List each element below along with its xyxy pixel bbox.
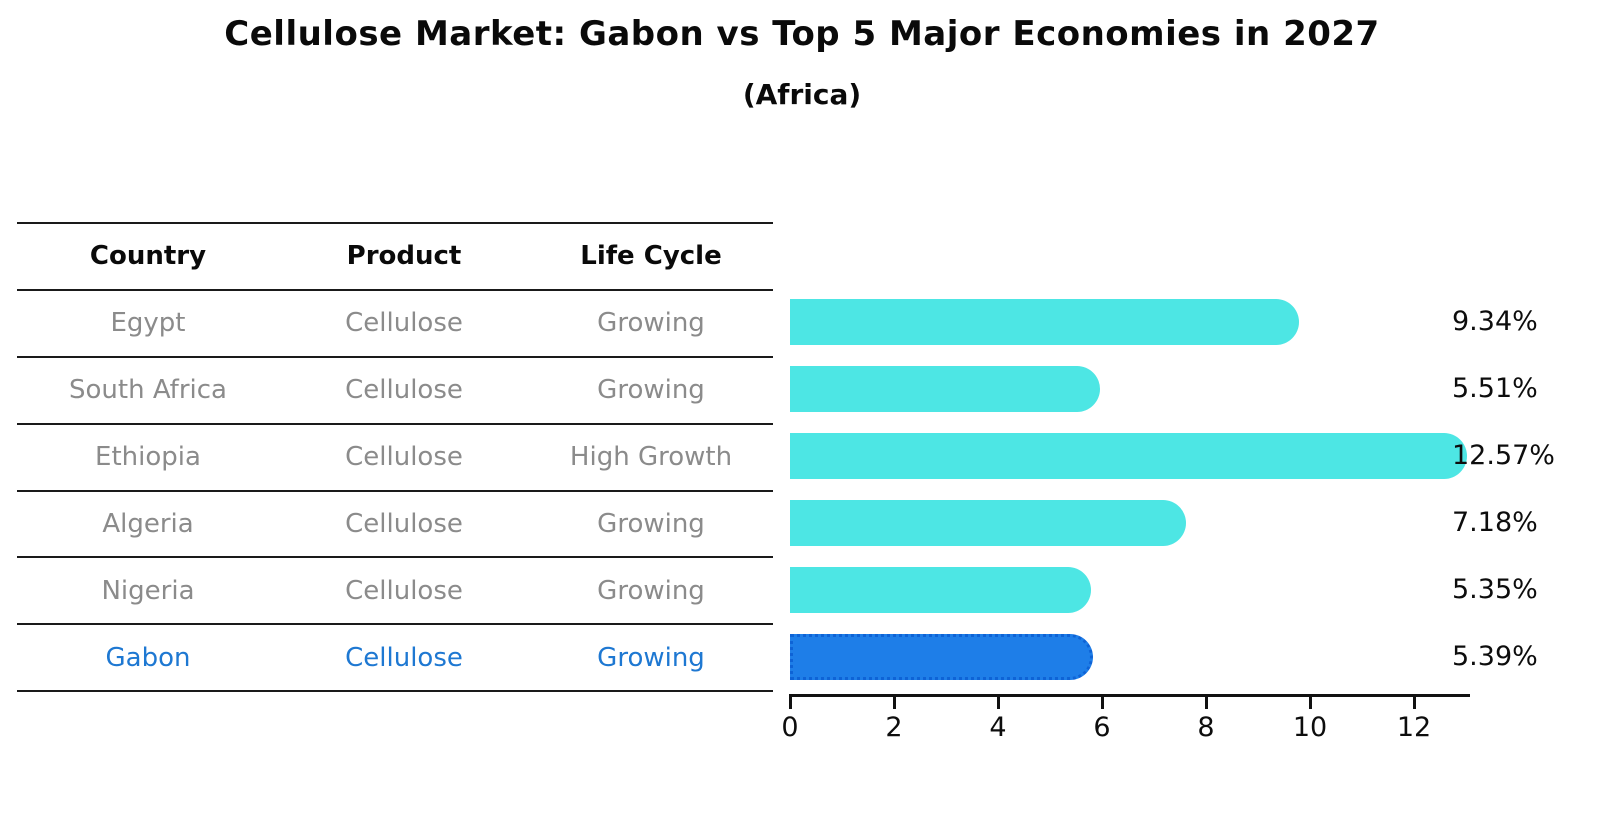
table-row-algeria: Algeria Cellulose Growing <box>17 489 773 557</box>
life-cycle-cell: Growing <box>597 642 705 673</box>
table-row-south-africa: South Africa Cellulose Growing <box>17 355 773 423</box>
country-cell: Nigeria <box>101 575 195 606</box>
life-cycle-cell: Growing <box>597 575 705 606</box>
table-row-gabon: Gabon Cellulose Growing <box>17 623 773 690</box>
bar-ethiopia <box>790 433 1467 480</box>
bar-nigeria <box>790 566 1092 613</box>
country-cell: Egypt <box>110 308 186 339</box>
table-header-row: Country Product Life Cycle <box>17 222 773 289</box>
product-cell: Cellulose <box>345 375 463 406</box>
life-cycle-cell: Growing <box>597 509 705 539</box>
x-tick-mark-6 <box>1100 697 1104 709</box>
product-cell: Cellulose <box>345 509 463 539</box>
country-cell: Ethiopia <box>95 442 201 473</box>
life-cycle-cell: Growing <box>597 308 705 339</box>
x-tick-label-6: 6 <box>1093 712 1111 743</box>
value-label-south-africa: 5.51% <box>1452 373 1538 405</box>
x-tick-label-2: 2 <box>885 712 903 743</box>
value-label-ethiopia: 12.57% <box>1452 440 1555 472</box>
value-label-nigeria: 5.35% <box>1452 573 1538 605</box>
x-tick-mark-0 <box>788 697 792 709</box>
x-tick-mark-4 <box>996 697 1000 709</box>
column-header-life-cycle: Life Cycle <box>580 241 722 272</box>
product-cell: Cellulose <box>345 575 463 606</box>
x-tick-label-0: 0 <box>781 712 799 743</box>
bar-algeria <box>790 500 1187 547</box>
country-cell: Gabon <box>105 642 191 673</box>
chart-subtitle: (Africa) <box>742 78 862 111</box>
product-cell: Cellulose <box>345 308 463 339</box>
x-tick-label-10: 10 <box>1292 712 1328 743</box>
x-tick-label-8: 8 <box>1197 712 1215 743</box>
country-table: Country Product Life Cycle Egypt Cellulose G… <box>17 222 773 693</box>
x-tick-label-12: 12 <box>1396 712 1432 743</box>
product-cell: Cellulose <box>345 642 463 673</box>
bar-gabon <box>790 633 1094 680</box>
column-header-country: Country <box>89 241 207 272</box>
table-row-ethiopia: Ethiopia Cellulose High Growth <box>17 422 773 490</box>
column-header-product: Product <box>346 241 462 272</box>
x-tick-mark-12 <box>1412 697 1416 709</box>
x-tick-label-4: 4 <box>989 712 1007 743</box>
country-cell: Algeria <box>102 509 194 539</box>
value-label-algeria: 7.18% <box>1452 507 1538 539</box>
life-cycle-cell: Growing <box>597 375 705 406</box>
life-cycle-cell: High Growth <box>569 442 733 473</box>
bar-egypt <box>790 299 1299 346</box>
x-tick-mark-2 <box>892 697 896 709</box>
value-label-egypt: 9.34% <box>1452 306 1538 338</box>
x-tick-mark-10 <box>1308 697 1312 709</box>
chart-title: Cellulose Market: Gabon vs Top 5 Major E… <box>224 14 1380 54</box>
product-cell: Cellulose <box>345 442 463 473</box>
table-row-egypt: Egypt Cellulose Growing <box>17 288 773 356</box>
country-cell: South Africa <box>69 375 227 406</box>
table-row-nigeria: Nigeria Cellulose Growing <box>17 556 773 623</box>
x-tick-mark-8 <box>1204 697 1208 709</box>
value-label-gabon: 5.39% <box>1452 640 1538 672</box>
bar-south-africa <box>790 366 1100 413</box>
x-axis-line <box>789 694 1470 697</box>
